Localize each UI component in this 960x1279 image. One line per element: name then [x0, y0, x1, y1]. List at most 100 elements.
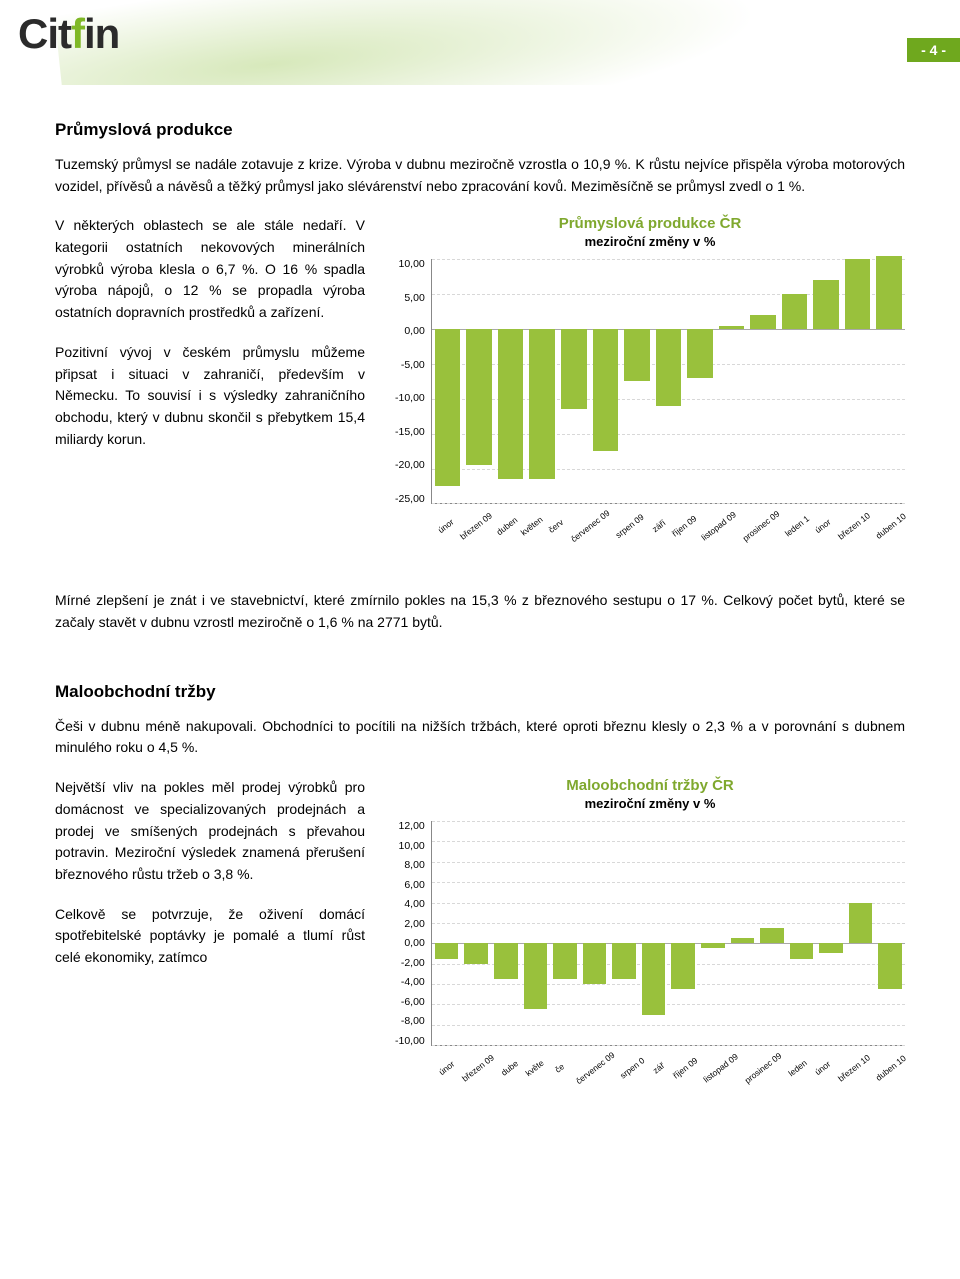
bar-slot: [435, 259, 461, 503]
bar: [813, 280, 839, 329]
chart2-y-axis: 12,0010,008,006,004,002,000,00-2,00-4,00…: [395, 821, 431, 1046]
bar-slot: [731, 821, 755, 1045]
y-tick: -6,00: [395, 997, 425, 1008]
bar-slot: [876, 259, 902, 503]
bar-slot: [524, 821, 548, 1045]
bar: [687, 329, 713, 378]
bar: [498, 329, 524, 479]
bar: [750, 315, 776, 329]
y-tick: -8,00: [395, 1016, 425, 1027]
y-tick: -15,00: [395, 427, 425, 438]
chart2-plot: [431, 821, 905, 1046]
bar: [878, 943, 902, 989]
bar: [612, 943, 636, 979]
chart1-container: Průmyslová produkce ČR meziroční změny v…: [395, 215, 905, 572]
section2-para-a: Největší vliv na pokles měl prodej výrob…: [55, 777, 365, 885]
y-tick: 5,00: [395, 293, 425, 304]
bar-slot: [878, 821, 902, 1045]
gridline: [432, 1045, 905, 1046]
bar-slot: [760, 821, 784, 1045]
bar: [671, 943, 695, 989]
bar-slot: [719, 259, 745, 503]
bar-slot: [494, 821, 518, 1045]
logo: Citfin: [18, 10, 119, 58]
bar-slot: [624, 259, 650, 503]
section2-para-b: Celkově se potvrzuje, že oživení domácí …: [55, 904, 365, 969]
section2-intro: Češi v dubnu méně nakupovali. Obchodníci…: [55, 716, 905, 759]
bar-slot: [561, 259, 587, 503]
bar-slot: [687, 259, 713, 503]
bar: [845, 259, 871, 329]
bar-slot: [701, 821, 725, 1045]
page-body: Průmyslová produkce Tuzemský průmysl se …: [0, 85, 960, 1172]
bar: [624, 329, 650, 381]
chart1: 10,005,000,00-5,00-10,00-15,00-20,00-25,…: [395, 259, 905, 572]
bar: [583, 943, 607, 984]
bar-slot: [593, 259, 619, 503]
y-tick: 8,00: [395, 860, 425, 871]
y-tick: -10,00: [395, 393, 425, 404]
bar: [760, 928, 784, 943]
bar: [593, 329, 619, 451]
header-gradient: [54, 0, 767, 85]
bar-slot: [849, 821, 873, 1045]
y-tick: -2,00: [395, 958, 425, 969]
bar: [701, 943, 725, 948]
y-tick: -4,00: [395, 977, 425, 988]
bar-slot: [435, 821, 459, 1045]
bar-slot: [790, 821, 814, 1045]
page-number: - 4 -: [907, 38, 960, 62]
section1-after: Mírné zlepšení je znát i ve stavebnictví…: [55, 590, 905, 633]
bar: [731, 938, 755, 943]
bar: [494, 943, 518, 979]
bar-slot: [498, 259, 524, 503]
chart2-container: Maloobchodní tržby ČR meziroční změny v …: [395, 777, 905, 1114]
y-tick: 6,00: [395, 880, 425, 891]
chart2: 12,0010,008,006,004,002,000,00-2,00-4,00…: [395, 821, 905, 1114]
bar: [656, 329, 682, 406]
y-tick: -20,00: [395, 460, 425, 471]
chart2-subtitle: meziroční změny v %: [395, 796, 905, 811]
y-tick: -25,00: [395, 494, 425, 505]
section1-left: V některých oblastech se ale stále nedař…: [55, 215, 365, 572]
bar-slot: [656, 259, 682, 503]
bar: [782, 294, 808, 329]
bar: [435, 329, 461, 486]
section2-two-col: Největší vliv na pokles měl prodej výrob…: [55, 777, 905, 1114]
bar-slot: [466, 259, 492, 503]
page-header: Citfin - 4 -: [0, 0, 960, 85]
section1-two-col: V některých oblastech se ale stále nedař…: [55, 215, 905, 572]
y-tick: -10,00: [395, 1036, 425, 1047]
logo-text-i: i: [47, 10, 58, 57]
y-tick: 10,00: [395, 841, 425, 852]
bar-slot: [813, 259, 839, 503]
section2-left: Největší vliv na pokles měl prodej výrob…: [55, 777, 365, 1114]
bar: [790, 943, 814, 958]
bar: [642, 943, 666, 1014]
y-tick: 10,00: [395, 259, 425, 270]
bar: [819, 943, 843, 953]
bar-slot: [671, 821, 695, 1045]
bar-slot: [819, 821, 843, 1045]
bar: [464, 943, 488, 963]
bar-slot: [750, 259, 776, 503]
chart1-subtitle: meziroční změny v %: [395, 234, 905, 249]
bar: [524, 943, 548, 1009]
chart1-x-labels: únorbřezen 09dubenkvětenčervčervenec 09s…: [431, 508, 905, 532]
section1-para-a: V některých oblastech se ale stále nedař…: [55, 215, 365, 323]
bar: [466, 329, 492, 465]
bar-slot: [845, 259, 871, 503]
bar: [529, 329, 555, 479]
y-tick: 2,00: [395, 919, 425, 930]
gridline: [432, 503, 905, 504]
y-tick: 0,00: [395, 326, 425, 337]
bar: [876, 256, 902, 329]
bar: [719, 326, 745, 329]
y-tick: 12,00: [395, 821, 425, 832]
bar: [849, 903, 873, 944]
chart2-x-labels: únorbřezen 09dubekvětečečervenec 09srpen…: [431, 1050, 905, 1074]
chart1-y-axis: 10,005,000,00-5,00-10,00-15,00-20,00-25,…: [395, 259, 431, 504]
bar: [561, 329, 587, 409]
bar-slot: [553, 821, 577, 1045]
bar: [553, 943, 577, 979]
